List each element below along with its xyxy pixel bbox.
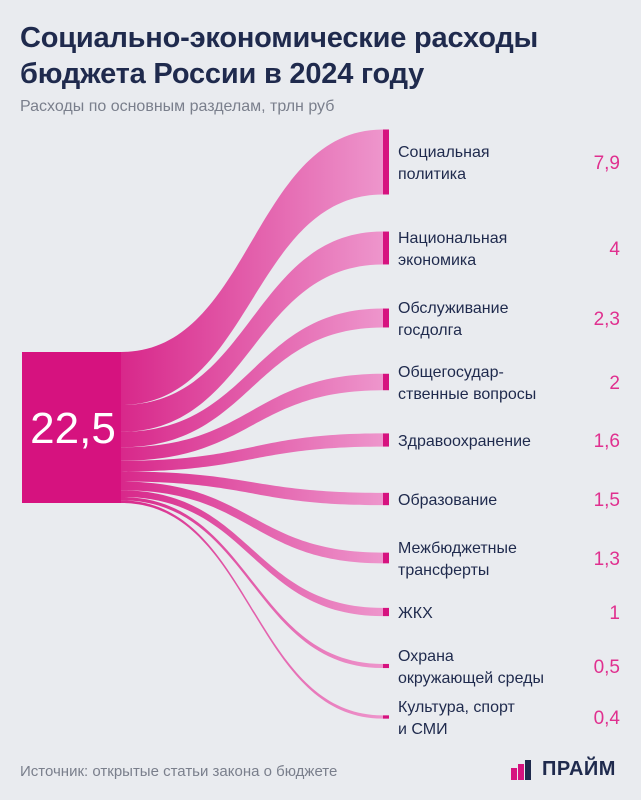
target-node [383,492,389,506]
target-node [383,308,389,328]
target-node [383,607,389,617]
value-label: 0,4 [594,708,621,729]
category-label: Охрана окружающей среды [398,648,544,687]
target-node [383,663,389,669]
prime-logo-text: ПРАЙМ [542,758,616,780]
total-value: 22,5 [30,404,116,453]
value-label: 1 [609,603,620,624]
category-label: Общегосудар-ственные вопросы [398,364,536,403]
flow-band [121,496,383,669]
value-label: 1,3 [594,549,620,570]
category-label: Межбюджетные трансферты [398,540,517,579]
value-label: 2,3 [594,309,620,330]
category-label: Образование [398,492,497,509]
target-node [383,433,389,447]
flow-band [121,471,383,506]
flow-band [121,490,383,617]
flow-band [121,500,383,719]
target-node [383,715,389,719]
flow-band [121,433,383,472]
value-label: 1,6 [594,431,620,452]
category-label: Культура, спорт и СМИ [398,699,516,738]
target-node [383,373,389,391]
chart-subtitle: Расходы по основным разделам, трлн руб [20,98,335,115]
value-label: 7,9 [594,153,620,174]
category-label: Национальная экономика [398,230,507,269]
target-node [383,129,389,195]
category-label: Здравоохранение [398,433,531,450]
value-label: 4 [609,239,620,260]
value-label: 2 [609,373,620,394]
prime-logo: ПРАЙМ [511,758,616,781]
flow-band [121,481,383,564]
target-node [383,552,389,564]
prime-logo-icon [511,759,531,780]
value-label: 1,5 [594,490,620,511]
category-label: Обслуживание госдолга [398,300,509,339]
chart-title: Социально-экономические расходы бюджета … [20,22,539,90]
flow-band [121,308,383,448]
total-node [22,352,121,503]
category-label: ЖКХ [398,605,433,622]
flow-band [121,129,383,406]
flow-band [121,373,383,461]
category-label: Социальная политика [398,144,490,183]
source-note: Источник: открытые статьи закона о бюдже… [20,763,338,780]
flow-band [121,231,383,432]
target-node [383,231,389,265]
value-label: 0,5 [594,657,620,678]
